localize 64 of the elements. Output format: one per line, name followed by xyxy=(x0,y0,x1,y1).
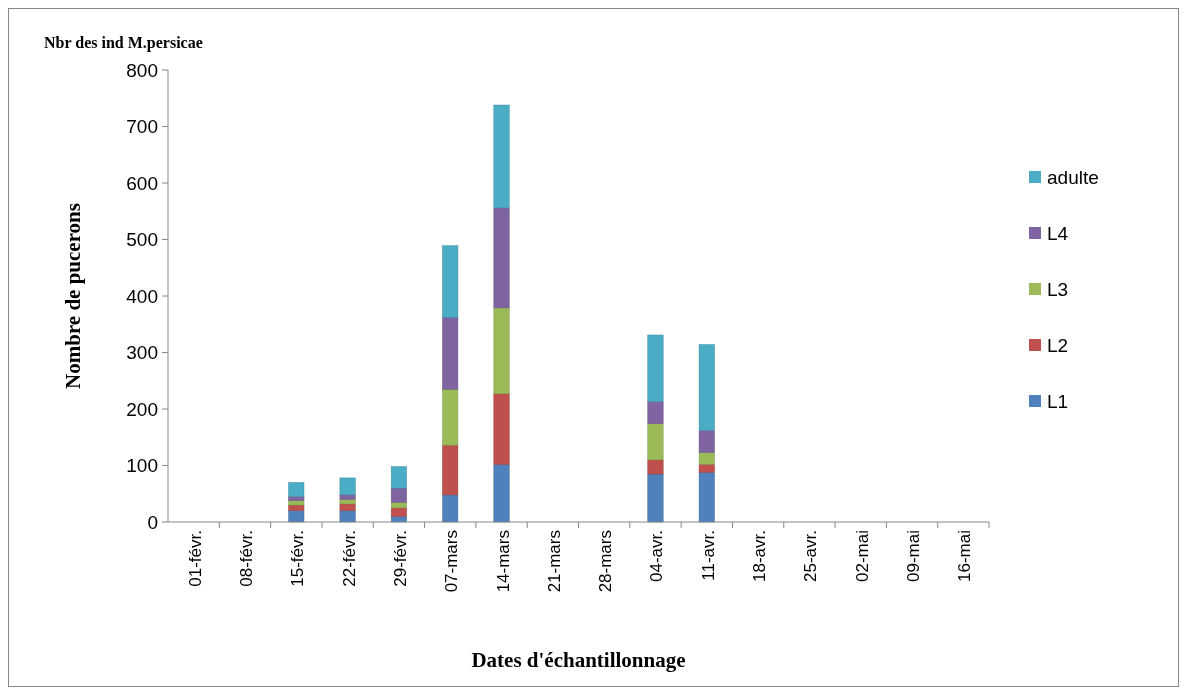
y-tick-label: 700 xyxy=(126,116,158,138)
legend-label: adulte xyxy=(1047,166,1099,188)
y-tick-label: 500 xyxy=(126,229,158,251)
bar xyxy=(339,510,356,523)
bar xyxy=(390,466,407,489)
bar xyxy=(698,344,715,431)
bar xyxy=(698,464,715,473)
x-tick-label: 25-avr. xyxy=(801,530,821,582)
bar xyxy=(442,317,459,390)
x-tick-label: 14-mars xyxy=(493,530,513,593)
bar xyxy=(339,477,356,496)
x-tick-label: 04-avr. xyxy=(647,530,667,582)
x-tick-label: 08-févr. xyxy=(236,530,256,587)
bar xyxy=(698,452,715,465)
bar xyxy=(647,423,664,461)
x-tick-label: 02-mai xyxy=(852,530,872,582)
y-tick-label: 0 xyxy=(147,511,158,533)
bar xyxy=(493,207,510,309)
chart-title: Nbr des ind M.persicae xyxy=(44,34,203,52)
y-axis-title: Nombre de pucerons xyxy=(61,203,85,389)
bar xyxy=(442,388,459,446)
legend-label: L2 xyxy=(1047,334,1069,356)
y-tick-label: 400 xyxy=(126,285,158,307)
bar xyxy=(288,496,305,501)
bar xyxy=(288,482,305,497)
x-tick-label: 09-mai xyxy=(904,530,924,582)
bar xyxy=(442,494,459,523)
legend-label: L1 xyxy=(1047,390,1069,412)
x-tick-label: 28-mars xyxy=(596,530,616,593)
bar xyxy=(493,104,510,209)
y-tick-label: 200 xyxy=(126,398,158,420)
bar xyxy=(647,401,664,424)
bar xyxy=(288,500,305,506)
legend-label: L3 xyxy=(1047,278,1069,300)
bar xyxy=(493,307,510,394)
bar xyxy=(698,472,715,523)
x-tick-label: 22-févr. xyxy=(339,530,359,587)
bar xyxy=(647,334,664,402)
x-tick-label: 29-févr. xyxy=(390,530,410,587)
bar xyxy=(390,487,407,503)
bar xyxy=(390,507,407,517)
bar xyxy=(647,459,664,475)
bar xyxy=(698,430,715,453)
bar xyxy=(442,444,459,496)
y-tick-label: 100 xyxy=(126,455,158,477)
x-tick-label: 16-mai xyxy=(955,530,975,582)
y-tick-label: 300 xyxy=(126,342,158,364)
x-tick-label: 15-févr. xyxy=(288,530,308,587)
x-axis-title: Dates d'échantillonnage xyxy=(471,648,686,672)
bar xyxy=(647,473,664,523)
bar xyxy=(339,499,356,505)
bar xyxy=(442,245,459,318)
y-tick-label: 600 xyxy=(126,172,158,194)
x-tick-label: 01-févr. xyxy=(185,530,205,587)
y-tick-label: 800 xyxy=(126,59,158,81)
x-tick-label: 07-mars xyxy=(442,530,462,593)
x-tick-label: 11-avr. xyxy=(698,530,718,581)
bar xyxy=(390,501,407,509)
legend-label: L4 xyxy=(1047,222,1069,244)
bar xyxy=(288,510,305,523)
x-tick-label: 18-avr. xyxy=(750,530,770,582)
x-tick-label: 21-mars xyxy=(544,530,564,593)
bar xyxy=(493,393,510,465)
bar xyxy=(493,464,510,523)
